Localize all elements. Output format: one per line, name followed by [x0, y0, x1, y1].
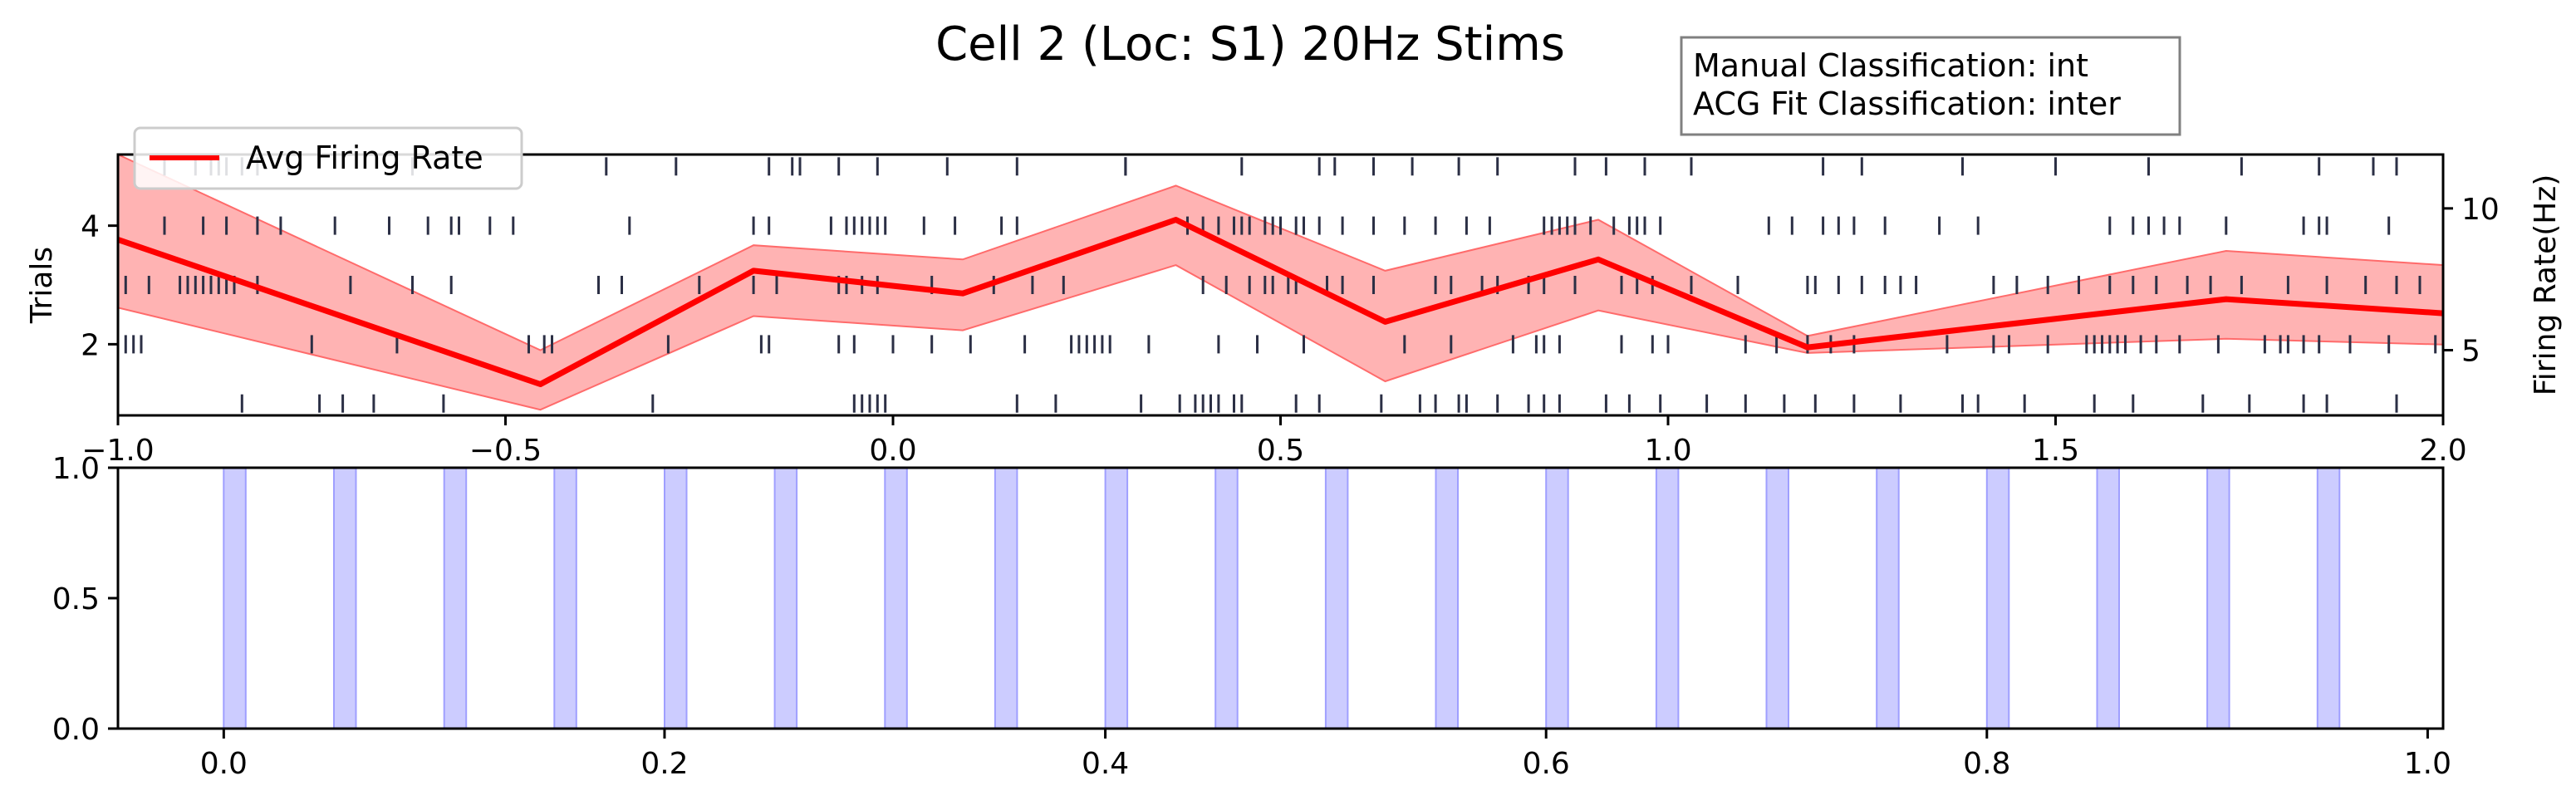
stim-pulse-bar: [664, 467, 688, 729]
stim-pulse-bar: [2096, 467, 2120, 729]
stim-x-tick-label: 0.0: [200, 747, 248, 781]
stim-pulse-bar: [333, 467, 357, 729]
raster-y-tick-label: 4: [81, 210, 100, 244]
stimulus-panel: 0.0 0.2 0.4 0.6 0.8 1.0 0.0 0.5 1.0: [52, 452, 2451, 781]
stim-pulse-bar: [1985, 467, 2010, 729]
info-box-frame: [1680, 36, 2181, 136]
rate-y-tick-label: 10: [2461, 193, 2500, 227]
stim-pulse-bar: [1876, 467, 1900, 729]
figure-title: Cell 2 (Loc: S1) 20Hz Stims: [935, 17, 1565, 71]
raster-x-tick-label: 0.5: [1257, 434, 1304, 468]
stim-pulse-bar: [223, 467, 247, 729]
rate-y-tick-label: 5: [2461, 335, 2480, 369]
stim-x-tick-label: 1.0: [2404, 747, 2451, 781]
stim-pulse-bar: [1435, 467, 1459, 729]
stim-pulse-bar: [2316, 467, 2341, 729]
legend: Avg Firing Rate: [133, 126, 523, 190]
stim-pulse-bar: [1104, 467, 1129, 729]
stim-x-tick-label: 0.4: [1082, 747, 1129, 781]
raster-x-tick-label: 2.0: [2419, 434, 2466, 468]
raster-x-tick-label: 1.5: [2032, 434, 2079, 468]
stim-pulse-bar: [443, 467, 468, 729]
info-manual-classification: Manual Classification: int: [1693, 47, 2088, 84]
stim-pulse-bar: [884, 467, 908, 729]
stim-x-tick-label: 0.2: [640, 747, 688, 781]
stim-pulse-bar: [994, 467, 1018, 729]
stim-x-tick-label: 0.6: [1523, 747, 1570, 781]
stim-y-tick-label: 0.5: [52, 582, 100, 616]
info-acg-classification: ACG Fit Classification: inter: [1693, 86, 2121, 122]
raster-x-tick-label: −0.5: [469, 434, 542, 468]
raster-x-tick-label: −1.0: [81, 434, 154, 468]
stim-pulse-bar: [2206, 467, 2230, 729]
stim-pulse-bar: [1545, 467, 1569, 729]
raster-panel: −1.0 −0.5 0.0 0.5 1.0 1.5 2.0 2 4 5 10 Trials Fi…: [25, 126, 2563, 468]
avg-firing-rate-line: [116, 217, 2444, 387]
stim-pulse-bar: [773, 467, 798, 729]
stim-pulse-bar: [1214, 467, 1239, 729]
y-axis-label-firing-rate: Firing Rate(Hz): [2529, 174, 2563, 396]
stim-pulse-bar: [553, 467, 577, 729]
raster-y-tick-label: 2: [81, 328, 100, 362]
stim-pulse-bar: [1324, 467, 1349, 729]
raster-x-tick-label: 0.0: [869, 434, 916, 468]
legend-frame: [133, 126, 523, 190]
stim-pulse-bar: [1765, 467, 1789, 729]
y-axis-label-trials: Trials: [25, 247, 59, 324]
stim-y-tick-label: 1.0: [52, 452, 100, 486]
stim-pulse-bar: [1655, 467, 1680, 729]
raster-x-tick-label: 1.0: [1644, 434, 1691, 468]
legend-label: Avg Firing Rate: [246, 140, 483, 176]
stim-y-tick-label: 0.0: [52, 713, 100, 747]
stim-x-tick-label: 0.8: [1963, 747, 2010, 781]
info-box: Manual Classification: int ACG Fit Class…: [1680, 36, 2181, 136]
